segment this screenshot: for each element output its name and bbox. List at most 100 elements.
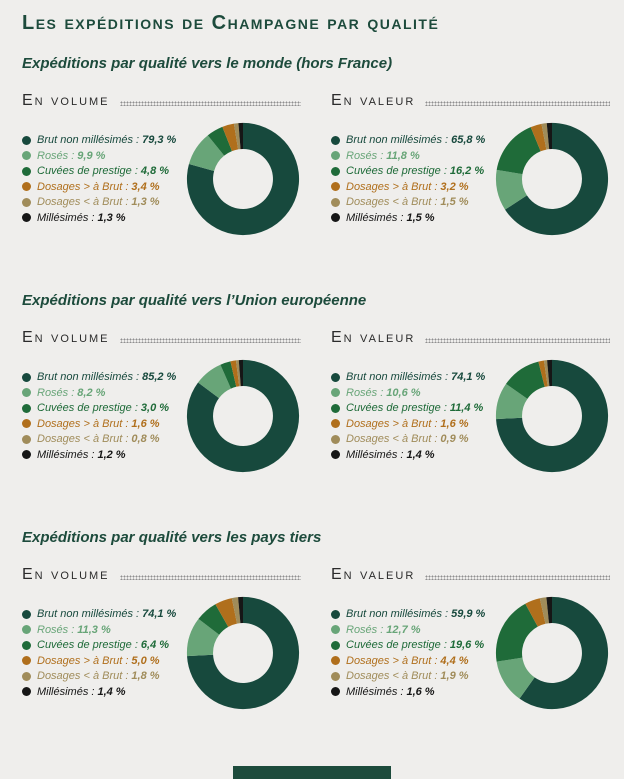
donut-slice <box>222 123 239 152</box>
donut-chart <box>185 121 301 237</box>
legend-bullet <box>331 625 340 635</box>
infographic-page: Les expéditions de Champagne par qualité… <box>22 12 610 712</box>
legend: Brut non millésimés :59,9 % Rosés :12,7 … <box>331 605 494 702</box>
legend-value: 1,6 % <box>131 417 160 430</box>
legend-label: Cuvées de prestige : <box>37 639 138 652</box>
legend-value: 0,9 % <box>440 433 469 446</box>
legend-bullet <box>331 197 340 207</box>
legend-label: Millésimés : <box>346 211 404 224</box>
legend-item: Cuvées de prestige :6,4 % <box>22 639 185 651</box>
donut-slice <box>207 126 232 156</box>
legend-value: 1,5 % <box>406 211 435 224</box>
legend-item: Millésimés :1,5 % <box>331 212 494 224</box>
legend-label: Brut non millésimés : <box>37 134 140 147</box>
legend-item: Dosages < à Brut :1,5 % <box>331 196 494 208</box>
legend-label: Cuvées de prestige : <box>346 402 447 415</box>
legend-item: Brut non millésimés :74,1 % <box>22 608 185 620</box>
donut-chart <box>185 595 301 711</box>
legend-value: 65,8 % <box>451 134 486 147</box>
donut-slice <box>506 361 545 399</box>
legend-item: Dosages > à Brut :4,4 % <box>331 655 494 667</box>
donut-slice <box>541 123 550 150</box>
donut-slice <box>186 122 300 236</box>
chart-block-valeur: En valeur Brut non millésimés :59,9 % Ro… <box>331 546 610 712</box>
legend-label: Dosages > à Brut : <box>346 417 438 430</box>
legend-value: 6,4 % <box>140 639 170 652</box>
dotted-leader <box>119 338 301 343</box>
legend-value: 12,7 % <box>386 623 421 636</box>
legend-value: 5,0 % <box>131 654 160 667</box>
legend-bullet <box>22 687 31 697</box>
donut-slice <box>220 361 237 389</box>
legend-label: Rosés : <box>37 386 75 399</box>
donut-slice <box>186 359 300 473</box>
donut-slice <box>546 122 552 150</box>
legend: Brut non millésimés :65,8 % Rosés :11,8 … <box>331 131 494 228</box>
donut-slice <box>495 383 528 420</box>
donut-slice <box>198 364 231 399</box>
section-union-europeenne: Expéditions par qualité vers l’Union eur… <box>22 292 610 475</box>
legend-label: Dosages < à Brut : <box>346 433 438 446</box>
legend-bullet <box>22 625 31 635</box>
legend-label: Rosés : <box>346 386 384 399</box>
legend-bullet <box>22 166 31 176</box>
legend-bullet <box>331 671 340 681</box>
legend-item: Millésimés :1,6 % <box>331 686 494 698</box>
legend-item: Rosés :8,2 % <box>22 387 185 399</box>
section-pays-tiers: Expéditions par qualité vers les pays ti… <box>22 529 610 712</box>
legend-item: Cuvées de prestige :19,6 % <box>331 639 494 651</box>
legend-label: Dosages < à Brut : <box>37 196 129 209</box>
legend-label: Dosages > à Brut : <box>37 654 129 667</box>
legend-value: 1,3 % <box>97 211 126 224</box>
legend-label: Dosages < à Brut : <box>37 670 129 683</box>
legend-value: 9,9 % <box>77 149 106 162</box>
legend-item: Cuvées de prestige :11,4 % <box>331 402 494 414</box>
donut-slice <box>525 598 546 627</box>
legend-item: Brut non millésimés :74,1 % <box>331 371 494 383</box>
dotted-leader <box>425 338 610 343</box>
legend-item: Millésimés :1,3 % <box>22 212 185 224</box>
donut-slice <box>496 657 535 699</box>
legend-item: Dosages > à Brut :5,0 % <box>22 655 185 667</box>
legend-bullet <box>331 609 340 619</box>
donut-slice <box>496 359 609 473</box>
legend-value: 3,0 % <box>140 402 170 415</box>
legend-bullet <box>22 450 31 460</box>
donut-slice <box>238 596 243 624</box>
legend-bullet <box>331 403 340 413</box>
donut-slice <box>495 169 527 210</box>
donut-slice <box>233 123 241 150</box>
legend-bullet <box>331 151 340 161</box>
legend-item: Brut non millésimés :65,8 % <box>331 134 494 146</box>
legend-item: Rosés :11,3 % <box>22 624 185 636</box>
legend-value: 1,6 % <box>440 417 469 430</box>
legend-value: 16,2 % <box>449 165 485 178</box>
legend-label: Dosages < à Brut : <box>37 433 129 446</box>
legend-bullet <box>331 434 340 444</box>
legend-label: Dosages > à Brut : <box>346 654 438 667</box>
legend-bullet <box>331 182 340 192</box>
legend-bullet <box>22 197 31 207</box>
donut-chart <box>185 358 301 474</box>
legend-value: 59,9 % <box>451 608 486 621</box>
donut-slice <box>547 359 552 387</box>
legend-value: 10,6 % <box>386 386 421 399</box>
legend: Brut non millésimés :79,3 % Rosés :9,9 %… <box>22 131 185 228</box>
donut-slice <box>235 360 241 387</box>
legend-item: Dosages > à Brut :1,6 % <box>331 418 494 430</box>
legend-bullet <box>331 388 340 398</box>
legend-bullet <box>22 656 31 666</box>
legend-item: Dosages > à Brut :1,6 % <box>22 418 185 430</box>
legend-value: 3,2 % <box>440 180 469 193</box>
legend-value: 11,8 % <box>386 149 420 162</box>
legend-bullet <box>22 609 31 619</box>
legend-value: 79,3 % <box>142 134 177 147</box>
legend-item: Rosés :12,7 % <box>331 624 494 636</box>
donut-slice <box>198 604 229 635</box>
legend-item: Millésimés :1,4 % <box>331 449 494 461</box>
legend-label: Dosages < à Brut : <box>346 196 438 209</box>
legend-item: Cuvées de prestige :3,0 % <box>22 402 185 414</box>
legend-label: Dosages > à Brut : <box>37 180 129 193</box>
legend-value: 4,4 % <box>440 654 469 667</box>
chart-title: En valeur <box>331 566 416 583</box>
